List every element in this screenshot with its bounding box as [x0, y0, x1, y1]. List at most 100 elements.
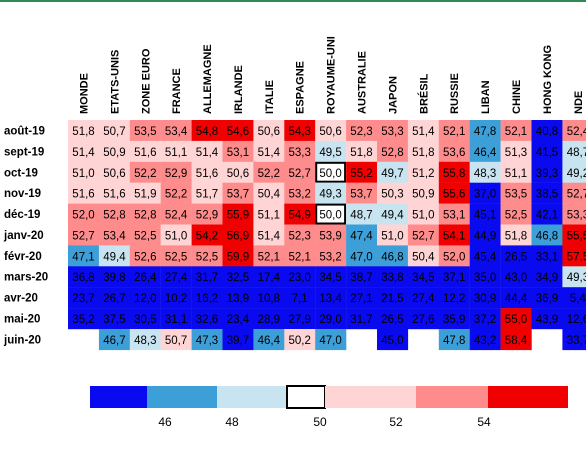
cell-value: 49,3 [567, 272, 586, 284]
cell-value: 32,6 [196, 314, 218, 326]
cell-value: 51,4 [258, 147, 281, 159]
heatmap-cell [98, 224, 130, 246]
cell-value: 39,3 [536, 168, 558, 180]
heatmap-cell [346, 120, 378, 142]
column-header: BRÉSIL [417, 73, 430, 114]
cell-value: 36,8 [72, 272, 94, 284]
heatmap-cell [315, 266, 347, 288]
cell-value: 27,4 [412, 293, 435, 305]
legend-tick-label: 50 [313, 415, 327, 429]
cell-value: 35,2 [72, 314, 94, 326]
column-header: LIBAN [480, 80, 492, 114]
heatmap-cell [438, 182, 470, 204]
heatmap-cell [500, 120, 532, 142]
heatmap-cell [562, 308, 586, 330]
cell-value: 26,7 [103, 293, 125, 305]
cell-value: 52,1 [289, 251, 311, 263]
heatmap-cell [438, 308, 470, 330]
heatmap-cell [469, 120, 501, 142]
heatmap-cell [222, 182, 254, 204]
cell-value: 53,7 [227, 189, 249, 201]
cell-value: 53,5 [505, 189, 527, 201]
heatmap-cell [562, 266, 586, 288]
cell-value: 53,3 [381, 126, 403, 138]
cell-value: 52,2 [134, 168, 156, 180]
cell-value: 51,2 [412, 168, 434, 180]
heatmap-cell [531, 140, 563, 162]
heatmap-cell [284, 161, 316, 183]
cell-value: 52,3 [289, 230, 311, 242]
cell-value: 50,6 [258, 126, 280, 138]
heatmap-cell [562, 203, 586, 225]
heatmap-cell [129, 266, 161, 288]
cell-value: 46,8 [536, 230, 558, 242]
heatmap-cell [531, 203, 563, 225]
cell-value: 10,2 [165, 293, 187, 305]
heatmap-cell [562, 140, 586, 162]
heatmap-cell [129, 224, 161, 246]
cell-value: 54,6 [227, 126, 249, 138]
cell-value: 43,9 [536, 314, 558, 326]
heatmap-cell [407, 308, 439, 330]
cell-value: 52,2 [165, 189, 187, 201]
heatmap-cell [346, 182, 378, 204]
heatmap-cell [68, 224, 100, 246]
heatmap-cell [98, 245, 130, 267]
cell-value: 49,3 [319, 189, 341, 201]
heatmap-cell [469, 245, 501, 267]
cell-value: 52,5 [196, 251, 218, 263]
cell-value: 52,0 [72, 210, 94, 222]
cell-value: 43,2 [474, 335, 496, 347]
heatmap-cell [438, 245, 470, 267]
cell-value: 55,0 [505, 314, 527, 326]
column-header: ALLEMAGNE [202, 44, 214, 114]
heatmap-cell [346, 140, 378, 162]
legend-swatch [286, 385, 326, 409]
cell-value: 26,5 [381, 314, 403, 326]
heatmap-cell [346, 245, 378, 267]
heatmap-cell [346, 266, 378, 288]
cell-value: 50,4 [258, 189, 281, 201]
cell-value: 51,8 [350, 147, 372, 159]
cell-value: 52,7 [412, 230, 434, 242]
legend-swatch [325, 386, 416, 408]
cell-value: 53,6 [443, 147, 465, 159]
heatmap-cell [284, 329, 316, 351]
cell-value: 51,3 [505, 147, 527, 159]
cell-value: 50,9 [412, 189, 434, 201]
heatmap-cell [253, 308, 285, 330]
cell-value: 50,7 [103, 126, 125, 138]
cell-value: 51,6 [134, 147, 156, 159]
legend-tick-label: 48 [225, 415, 239, 429]
heatmap-cell [438, 224, 470, 246]
cell-value: 43,0 [505, 272, 527, 284]
cell-value: 28,9 [258, 314, 280, 326]
cell-value: 46,4 [258, 335, 281, 347]
cell-value: 12,0 [134, 293, 156, 305]
cell-value: 49,7 [381, 168, 403, 180]
cell-value: 41,5 [536, 147, 558, 159]
heatmap-cell [469, 140, 501, 162]
cell-value: 47,8 [443, 335, 465, 347]
cell-value: 49,5 [319, 147, 341, 159]
row-label: août-19 [4, 125, 45, 137]
cell-value: 51,9 [134, 189, 156, 201]
cell-value: 52,8 [134, 210, 156, 222]
cell-value: 57,5 [567, 251, 586, 263]
heatmap-cell [129, 287, 161, 309]
heatmap-cell [315, 203, 347, 225]
cell-value: 38,7 [350, 272, 372, 284]
cell-value: 51,4 [72, 147, 95, 159]
cell-value: 47,0 [319, 335, 341, 347]
heatmap-cell [98, 287, 130, 309]
column-header: FRANCE [171, 68, 183, 114]
heatmap-cell [191, 245, 223, 267]
heatmap-cell [191, 140, 223, 162]
cell-value: 46,4 [474, 147, 497, 159]
heatmap-cell [469, 224, 501, 246]
cell-value: 35,0 [474, 272, 496, 284]
cell-value: 52,8 [381, 147, 403, 159]
cell-value: 45,4 [474, 251, 497, 263]
row-label: sept-19 [4, 146, 44, 158]
